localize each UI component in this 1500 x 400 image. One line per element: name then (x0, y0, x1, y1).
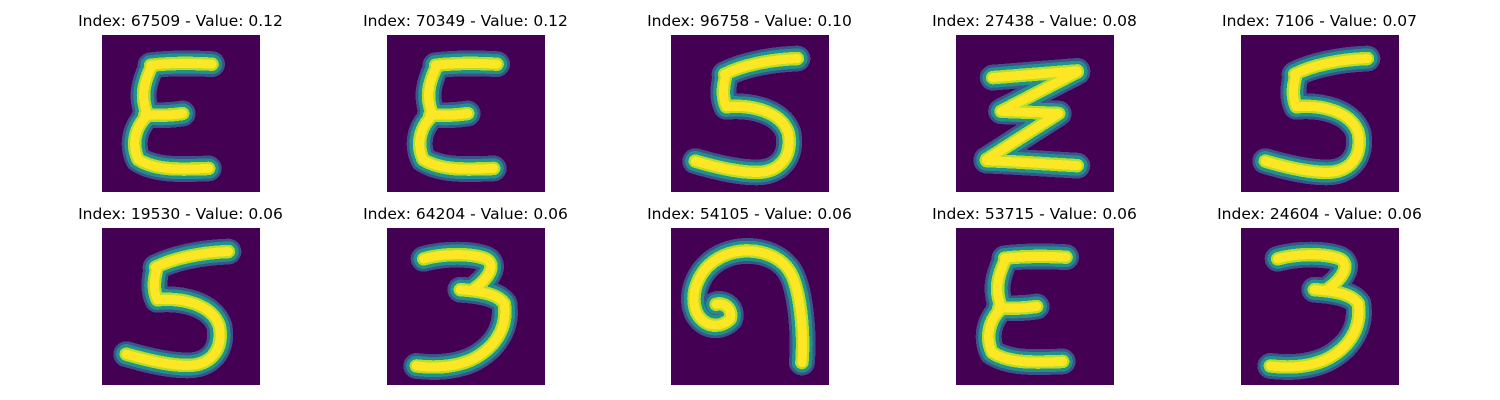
stroke (690, 101, 794, 177)
digit-svg (671, 228, 829, 385)
digit-image (102, 35, 260, 192)
digit-svg (102, 228, 260, 385)
stroke (411, 300, 510, 372)
stroke (981, 67, 1082, 164)
digit-image (956, 35, 1114, 192)
stroke (981, 156, 1082, 171)
stroke (689, 246, 808, 368)
cell-title: Index: 24604 - Value: 0.06 (1217, 205, 1422, 223)
cell-title: Index: 96758 - Value: 0.10 (647, 12, 852, 30)
stroke (149, 262, 162, 305)
digit-image (102, 228, 260, 385)
digit-image (671, 35, 829, 192)
cell-title: Index: 64204 - Value: 0.06 (363, 205, 568, 223)
cell-title: Index: 27438 - Value: 0.08 (932, 12, 1137, 30)
stroke (1288, 69, 1301, 112)
stroke (993, 254, 1011, 311)
digit-svg (387, 35, 545, 192)
stroke (1000, 251, 1071, 263)
digit-svg (387, 228, 545, 385)
digit-svg (1241, 228, 1399, 385)
stroke (718, 69, 731, 112)
digit-svg (102, 35, 260, 192)
stroke (424, 61, 442, 118)
stroke (139, 61, 157, 118)
cell-title: Index: 7106 - Value: 0.07 (1222, 12, 1417, 30)
stroke (1265, 300, 1364, 372)
stroke (415, 111, 499, 174)
stroke (146, 58, 217, 70)
stroke (1260, 101, 1364, 177)
stroke (984, 304, 1068, 367)
digit-image (1241, 35, 1399, 192)
cell-title: Index: 53715 - Value: 0.06 (932, 205, 1137, 223)
digit-svg (956, 228, 1114, 385)
cell-title: Index: 19530 - Value: 0.06 (78, 205, 283, 223)
cell-title: Index: 54105 - Value: 0.06 (647, 205, 852, 223)
digit-svg (1241, 35, 1399, 192)
digit-image (387, 228, 545, 385)
stroke (121, 294, 225, 370)
digit-image (387, 35, 545, 192)
stroke (1273, 250, 1350, 294)
digit-image (671, 228, 829, 385)
stroke (988, 66, 1082, 83)
cell-title: Index: 67509 - Value: 0.12 (78, 12, 283, 30)
digit-svg (956, 35, 1114, 192)
digit-image (956, 228, 1114, 385)
stroke (130, 111, 214, 174)
stroke (419, 250, 496, 294)
stroke (431, 58, 502, 70)
cell-title: Index: 70349 - Value: 0.12 (363, 12, 568, 30)
digit-image (1241, 228, 1399, 385)
digit-svg (671, 35, 829, 192)
